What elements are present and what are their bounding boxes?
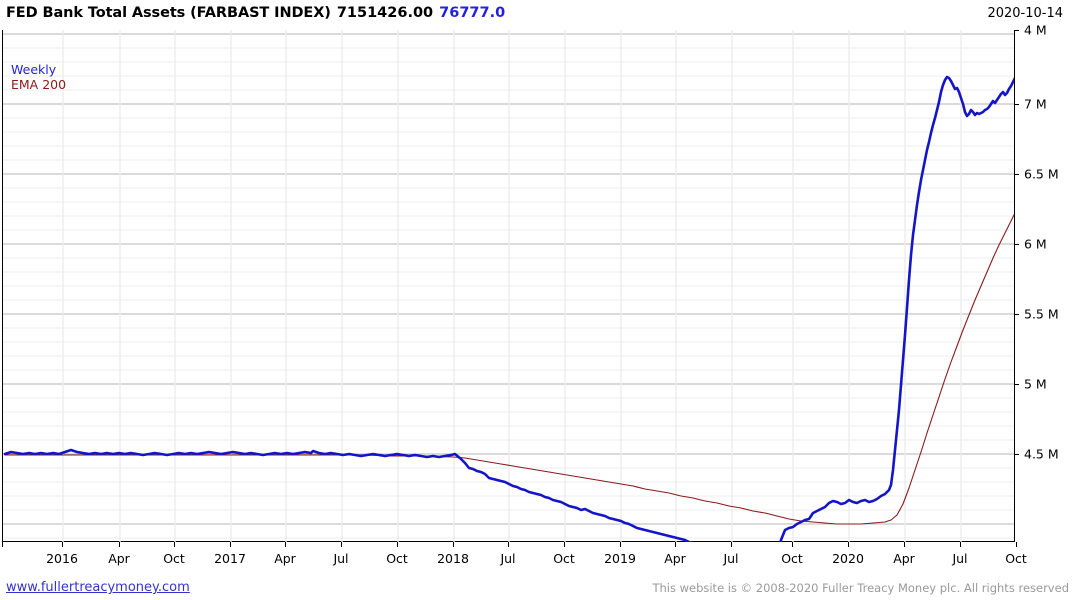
x-axis[interactable]: 2016 Apr Oct 2017 Apr Jul Oct 2018 Jul Oct 2019 Apr… (0, 542, 1075, 572)
x-axis-tick (731, 542, 732, 547)
x-axis-tick (792, 542, 793, 547)
page-title: FED Bank Total Assets (FARBAST INDEX) (6, 5, 331, 21)
quote-date: 2020-10-14 (987, 5, 1063, 21)
change-value: 76777.0 (439, 5, 506, 21)
y-axis-tick (1014, 314, 1019, 315)
x-axis-label: Jul (723, 551, 739, 566)
legend-item-weekly[interactable]: Weekly (11, 62, 57, 77)
x-axis-tick (174, 542, 175, 547)
y-axis-label: 6 M (1024, 236, 1047, 252)
x-axis-tick (341, 542, 342, 547)
x-axis-label: Apr (108, 551, 130, 566)
x-axis-tick (508, 542, 509, 547)
page-footer: www.fullertreacymoney.com This website i… (0, 575, 1075, 600)
title-wrap: FED Bank Total Assets (FARBAST INDEX) 71… (6, 5, 505, 21)
chart-header: FED Bank Total Assets (FARBAST INDEX) 71… (0, 0, 1075, 26)
y-axis-line (1014, 30, 1015, 542)
x-axis-label: Oct (781, 551, 803, 566)
x-axis-label: 2018 (437, 551, 469, 566)
x-axis-label: Oct (553, 551, 575, 566)
y-axis[interactable]: 7 M 6.5 M 6 M 5.5 M 5 M 4.5 M 4 M (1014, 23, 1075, 543)
x-axis-tick (564, 542, 565, 547)
x-axis-label: Apr (274, 551, 296, 566)
chart-plot-area[interactable]: Weekly EMA 200 (2, 30, 1015, 542)
x-axis-label: Oct (386, 551, 408, 566)
x-axis-tick (230, 542, 231, 547)
plot-canvas (3, 30, 1015, 542)
y-axis-label: 7 M (1024, 96, 1047, 112)
x-axis-tick (848, 542, 849, 547)
last-value: 7151426.00 (336, 5, 434, 21)
y-axis-tick (1014, 454, 1019, 455)
weekly-price-line (3, 75, 1015, 542)
chart-legend: Weekly EMA 200 (11, 62, 66, 92)
y-axis-label: 5 M (1024, 376, 1047, 392)
x-axis-tick (1016, 542, 1017, 547)
x-axis-label: Jul (333, 551, 349, 566)
ema-200-line (4, 212, 1015, 525)
x-axis-label: Apr (664, 551, 686, 566)
y-axis-label: 4.5 M (1024, 446, 1059, 462)
y-axis-label: 6.5 M (1024, 166, 1059, 182)
x-axis-tick (285, 542, 286, 547)
x-axis-tick (904, 542, 905, 547)
x-axis-label: 2020 (832, 551, 864, 566)
y-axis-label: 4 M (1024, 22, 1047, 38)
y-axis-tick (1014, 104, 1019, 105)
x-axis-tick (960, 542, 961, 547)
x-axis-tick (62, 542, 63, 547)
x-axis-label: Jul (500, 551, 516, 566)
x-axis-tick (119, 542, 120, 547)
x-axis-label: 2017 (214, 551, 246, 566)
x-axis-tick (2, 542, 3, 547)
x-axis-label: Apr (893, 551, 915, 566)
x-axis-label: 2016 (46, 551, 78, 566)
legend-item-ema200[interactable]: EMA 200 (11, 77, 67, 92)
x-axis-label: 2019 (604, 551, 636, 566)
x-axis-tick (453, 542, 454, 547)
copyright-notice: This website is © 2008-2020 Fuller Treac… (652, 580, 1069, 595)
chart-gridlines (3, 30, 1015, 542)
x-axis-label: Jul (952, 551, 968, 566)
website-link[interactable]: www.fullertreacymoney.com (6, 580, 190, 595)
y-axis-tick (1014, 174, 1019, 175)
x-axis-tick (620, 542, 621, 547)
y-axis-tick (1014, 30, 1019, 31)
y-axis-tick (1014, 244, 1019, 245)
x-axis-label: Oct (1005, 551, 1027, 566)
chart-series-layer (3, 75, 1015, 542)
x-axis-label: Oct (163, 551, 185, 566)
x-axis-tick (675, 542, 676, 547)
y-axis-label: 5.5 M (1024, 306, 1059, 322)
y-axis-tick (1014, 384, 1019, 385)
x-axis-tick (397, 542, 398, 547)
